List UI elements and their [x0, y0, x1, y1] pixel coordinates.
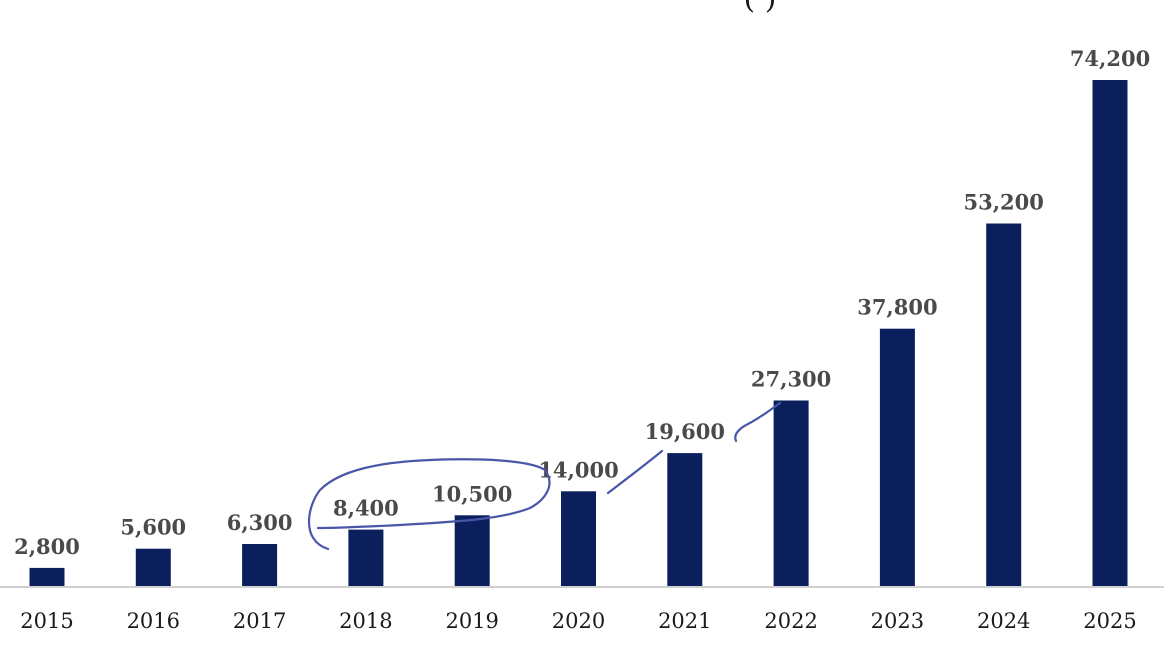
bar-2020	[561, 491, 596, 587]
bar-2025	[1092, 80, 1128, 587]
bar-2019	[454, 515, 490, 587]
bars-group	[29, 80, 1128, 587]
bar-2018	[348, 529, 384, 587]
data-label-2022: 27,300	[751, 367, 831, 392]
data-label-2018: 8,400	[333, 496, 399, 521]
bar-2024	[986, 223, 1022, 587]
x-tick-2016: 2016	[127, 609, 180, 633]
data-label-2025: 74,200	[1070, 46, 1150, 71]
x-tick-2018: 2018	[339, 609, 392, 633]
x-tick-2015: 2015	[20, 609, 73, 633]
x-tick-2019: 2019	[445, 609, 498, 633]
data-label-2024: 53,200	[964, 190, 1044, 215]
data-labels-group: 2,800 5,600 6,300 8,400 10,500 14,000 19,600 27…	[14, 46, 1150, 559]
hand-drawn-annotations	[307, 401, 782, 551]
chart-title-fragment: ( )	[744, 0, 777, 16]
x-tick-2023: 2023	[871, 609, 924, 633]
bar-2021	[667, 453, 703, 587]
bar-2017	[242, 544, 278, 587]
x-tick-2024: 2024	[977, 609, 1030, 633]
data-label-2016: 5,600	[120, 515, 186, 540]
x-tick-2025: 2025	[1083, 609, 1136, 633]
bar-2023	[879, 328, 915, 587]
x-tick-labels-group: 2015 2016 2017 2018 2019 2020 2021 2022 2023 2024…	[20, 609, 1136, 633]
data-label-2021: 19,600	[645, 419, 725, 444]
data-label-2019: 10,500	[432, 481, 512, 506]
data-label-2015: 2,800	[14, 534, 80, 559]
x-tick-2020: 2020	[552, 609, 605, 633]
bar-2015	[29, 567, 65, 587]
data-label-2023: 37,800	[857, 295, 937, 320]
bar-2016	[135, 548, 171, 587]
annotation-arrow-2020-2021	[606, 449, 664, 495]
annotation-loop	[307, 458, 551, 551]
x-tick-2017: 2017	[233, 609, 286, 633]
data-label-2017: 6,300	[227, 510, 293, 535]
annotation-arrow-2021-2022	[734, 401, 782, 443]
data-label-2020: 14,000	[538, 457, 618, 482]
bar-2022	[773, 400, 809, 587]
x-tick-2021: 2021	[658, 609, 711, 633]
x-tick-2022: 2022	[764, 609, 817, 633]
